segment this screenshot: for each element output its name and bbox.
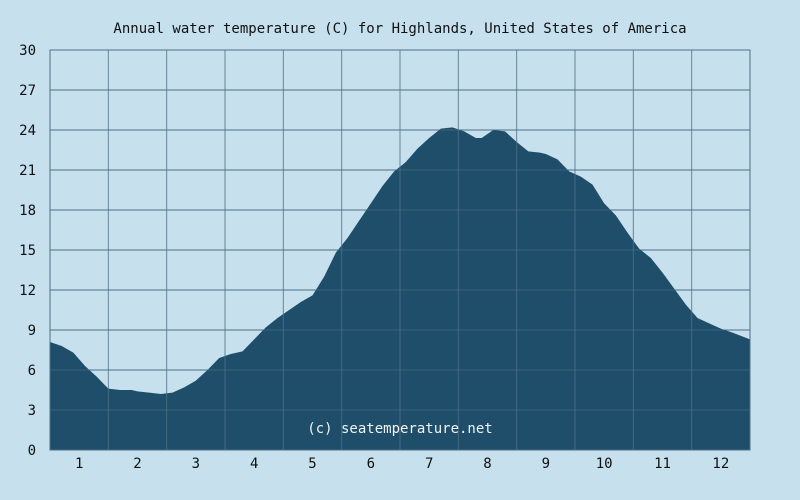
y-tick-label: 6	[28, 363, 36, 379]
x-tick-label: 10	[596, 456, 613, 472]
y-axis-ticks: 0 3 6 9 12 15 18 21 24 27 30	[19, 43, 36, 459]
y-tick-label: 18	[19, 203, 36, 219]
x-tick-label: 1	[75, 456, 83, 472]
x-tick-label: 7	[425, 456, 433, 472]
watermark: (c) seatemperature.net	[307, 421, 492, 437]
x-tick-label: 11	[654, 456, 671, 472]
x-tick-label: 5	[308, 456, 316, 472]
x-tick-label: 9	[542, 456, 550, 472]
x-tick-label: 6	[367, 456, 375, 472]
y-tick-label: 24	[19, 123, 36, 139]
y-tick-label: 15	[19, 243, 36, 259]
plot-border	[49, 49, 751, 451]
y-tick-label: 9	[28, 323, 36, 339]
x-tick-label: 8	[483, 456, 491, 472]
y-tick-label: 27	[19, 83, 36, 99]
y-tick-label: 21	[19, 163, 36, 179]
x-tick-label: 12	[712, 456, 729, 472]
y-tick-label: 30	[19, 43, 36, 59]
y-tick-label: 12	[19, 283, 36, 299]
grid-overlay	[50, 49, 750, 451]
x-tick-label: 3	[192, 456, 200, 472]
x-tick-label: 4	[250, 456, 258, 472]
y-tick-label: 3	[28, 403, 36, 419]
y-tick-label: 0	[28, 443, 36, 459]
chart-title: Annual water temperature (C) for Highlan…	[113, 21, 686, 37]
x-axis-ticks: 1 2 3 4 5 6 7 8 9 10 11 12	[75, 456, 729, 472]
x-tick-label: 2	[133, 456, 141, 472]
